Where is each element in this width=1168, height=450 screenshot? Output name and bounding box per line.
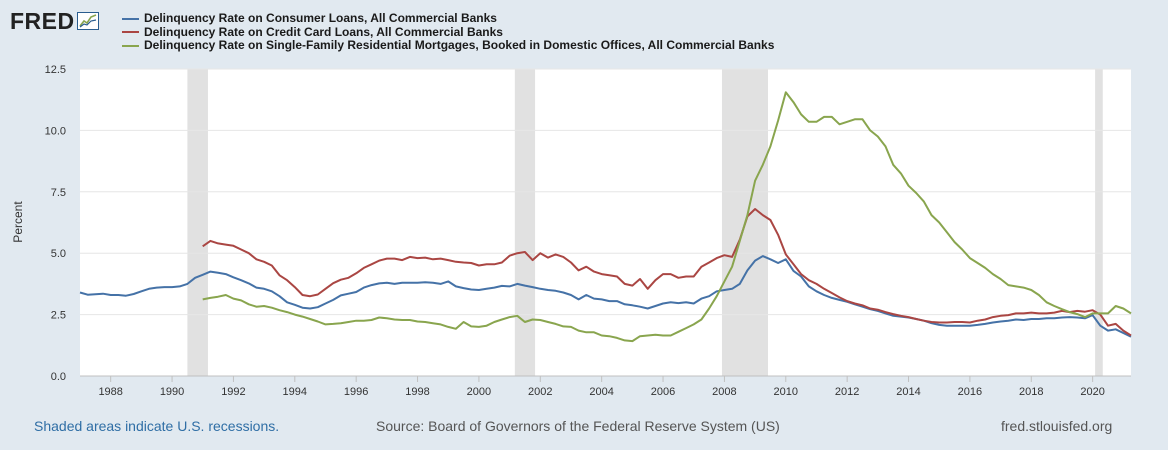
recession-note: Shaded areas indicate U.S. recessions. xyxy=(34,418,280,434)
y-axis-title: Percent xyxy=(11,201,25,243)
x-tick-label: 2000 xyxy=(467,386,491,398)
recession-band xyxy=(187,69,208,376)
line-chart: 0.0 2.5 5.0 7.5 10.0 12.5 1988 1990 1992 1994 1996… xyxy=(11,64,1132,398)
legend-item-credit-card-loans[interactable]: Delinquency Rate on Credit Card Loans, A… xyxy=(122,24,774,40)
plot-area xyxy=(80,69,1131,376)
x-tick-label: 2004 xyxy=(589,386,613,398)
legend-label-consumer-loans: Delinquency Rate on Consumer Loans, All … xyxy=(144,11,497,25)
y-tick-label: 2.5 xyxy=(51,310,66,322)
recession-band xyxy=(1095,69,1103,376)
x-tick-label: 2010 xyxy=(774,386,798,398)
legend-swatch-credit-card-loans xyxy=(122,31,139,34)
y-tick-label: 0.0 xyxy=(51,371,66,383)
legend-swatch-consumer-loans xyxy=(122,17,139,20)
x-tick-label: 1994 xyxy=(283,386,307,398)
x-tick-label: 2002 xyxy=(528,386,552,398)
chart-legend: Delinquency Rate on Consumer Loans, All … xyxy=(122,11,775,53)
y-tick-label: 5.0 xyxy=(51,248,66,260)
fred-logo-text: FRED xyxy=(10,8,75,34)
x-tick-label: 1998 xyxy=(405,386,429,398)
source-note: Source: Board of Governors of the Federa… xyxy=(376,418,780,434)
x-tick-label: 1996 xyxy=(344,386,368,398)
legend-label-mortgages: Delinquency Rate on Single-Family Reside… xyxy=(144,38,775,52)
x-tick-label: 1988 xyxy=(98,386,122,398)
x-tick-label: 2020 xyxy=(1080,386,1104,398)
fred-url-link[interactable]: fred.stlouisfed.org xyxy=(1001,418,1113,434)
chart-mark-icon xyxy=(76,12,99,30)
x-tick-label: 2014 xyxy=(896,386,920,398)
axes: 0.0 2.5 5.0 7.5 10.0 12.5 1988 1990 1992 1994 1996… xyxy=(45,64,1131,398)
y-tick-label: 7.5 xyxy=(51,187,66,199)
x-tick-label: 1992 xyxy=(221,386,245,398)
legend-label-credit-card-loans: Delinquency Rate on Credit Card Loans, A… xyxy=(144,24,503,39)
series-line-2 xyxy=(202,208,1132,337)
legend-item-consumer-loans[interactable]: Delinquency Rate on Consumer Loans, All … xyxy=(122,11,774,26)
grid-lines xyxy=(80,68,1131,316)
x-tick-label: 2012 xyxy=(835,386,859,398)
y-tick-label: 10.0 xyxy=(45,125,66,137)
x-tick-label: 2006 xyxy=(651,386,675,398)
series-lines xyxy=(79,91,1132,343)
y-tick-label: 12.5 xyxy=(45,64,66,76)
fred-logo[interactable]: FRED xyxy=(10,8,99,34)
legend-swatch-mortgages xyxy=(122,44,139,47)
series-line-1 xyxy=(79,255,1132,338)
series-line-3 xyxy=(202,91,1132,343)
x-tick-label: 2016 xyxy=(958,386,982,398)
legend-item-mortgages[interactable]: Delinquency Rate on Single-Family Reside… xyxy=(122,38,775,53)
x-tick-label: 2018 xyxy=(1019,386,1043,398)
x-tick-label: 2008 xyxy=(712,386,736,398)
recession-band xyxy=(514,69,536,376)
x-tick-label: 1990 xyxy=(160,386,184,398)
